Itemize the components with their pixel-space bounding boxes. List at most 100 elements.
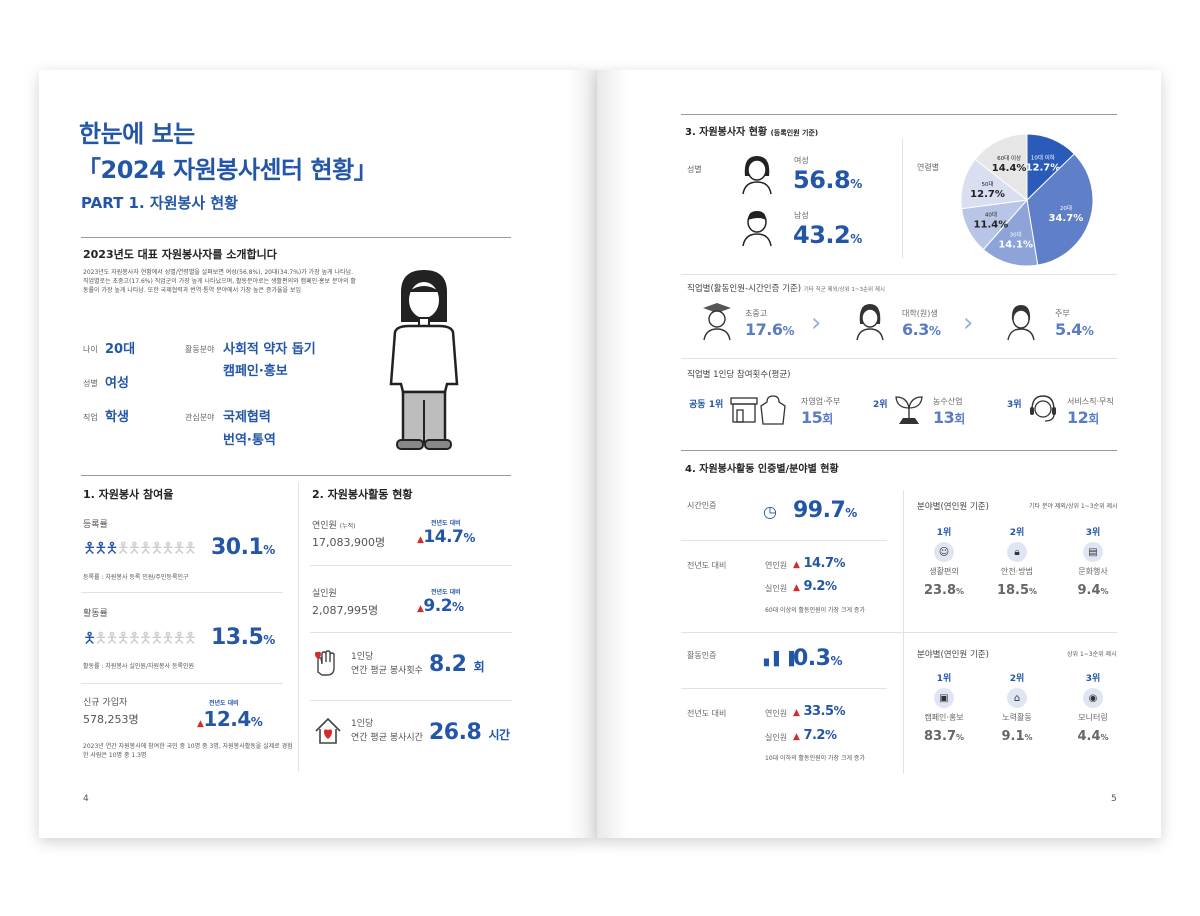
pie-value-label: 11.4% — [974, 219, 1009, 230]
time-yoy-total-label: 연인원 — [765, 561, 788, 570]
headset-icon — [1030, 395, 1056, 422]
chevron-right-icon: › — [811, 308, 822, 338]
interest-value-1: 국제협력 — [223, 410, 271, 425]
homemaker-icon — [1007, 305, 1035, 341]
pie-category-label: 10대 이하 — [1031, 153, 1055, 161]
job1-value: 17.6% — [745, 320, 795, 339]
pie-category-label: 20대 — [1060, 204, 1072, 212]
bar-chart-icon: ▖▌▐ — [764, 652, 794, 667]
interest-value-2: 번역·통역 — [223, 433, 276, 448]
reg-people-icons: 🯅🯅🯅🯅🯅🯅🯅🯅🯅🯅 — [83, 539, 197, 557]
act-yoy-total: ▲ 33.5% — [793, 704, 846, 719]
sec1-title: 1. 자원봉사 참여율 — [83, 488, 174, 501]
interest-label: 관심분야 — [185, 413, 215, 422]
real-yoy: ▲9.2% — [417, 596, 464, 616]
pie-category-label: 40대 — [985, 210, 997, 218]
right-page: 3. 자원봉사자 현황 (등록인원 기준) 성별 여성 56.8% 남성 43.… — [597, 70, 1161, 838]
male-icon — [742, 211, 772, 247]
act-yoy-real: ▲ 7.2% — [793, 728, 837, 743]
field-rank-2: 2위 🔒︎ 안전·방범 18.5% — [996, 528, 1038, 598]
age-label: 연령별 — [917, 163, 940, 172]
field-rank-1: 1위 ☺ 생활편의 23.8% — [923, 528, 965, 598]
act-people-icons: 🯅🯅🯅🯅🯅🯅🯅🯅🯅🯅 — [83, 629, 197, 647]
intro-text: 2023년도 자원봉사자 현황에서 성별/연령별을 살펴보면 여성(56.8%)… — [83, 269, 356, 294]
time-yoy-total: ▲ 14.7% — [793, 556, 846, 571]
job-title: 직업별(활동인원-시간인증 기준) 기타 직군 제외/상위 1~3순위 제시 — [687, 284, 885, 294]
home-icon: ⌂ — [1007, 688, 1027, 708]
pie-value-label: 34.7% — [1049, 213, 1084, 224]
page-number: 5 — [1111, 794, 1117, 804]
student-illustration — [389, 270, 459, 450]
convenience-icon: ☺ — [934, 542, 954, 562]
new-note: 2023년 연간 자원봉사에 참여한 국민 중 10명 중 3명, 자원봉사활동… — [83, 743, 293, 759]
male-value: 43.2% — [793, 221, 862, 249]
freq1-value: 15회 — [801, 408, 833, 427]
gutter-shadow — [567, 70, 597, 838]
field-note-2: 상위 1~3순위 제시 — [1067, 651, 1117, 658]
act-rank-1: 1위 ▣ 캠페인·홍보 83.7% — [923, 674, 965, 744]
pie-category-label: 60대 이상 — [997, 154, 1021, 162]
new-yoy-label: 전년도 대비 — [209, 700, 239, 707]
pie-value-label: 12.7% — [1026, 162, 1061, 173]
age-value: 20대 — [105, 342, 136, 357]
time-cert-value: 99.7% — [793, 498, 857, 523]
student-cap-icon — [703, 303, 731, 341]
pie-category-label: 50대 — [981, 180, 993, 188]
field-value-1: 사회적 약자 돕기 — [223, 342, 316, 357]
divider — [310, 632, 512, 633]
divider — [902, 138, 903, 258]
total-yoy-label: 전년도 대비 — [431, 520, 461, 527]
divider — [681, 450, 1117, 451]
real-value: 2,087,995명 — [312, 604, 379, 617]
field-rank-3: 3위 ▤ 문화행사 9.4% — [1077, 528, 1109, 598]
act-label: 활동률 — [83, 609, 108, 619]
time-labels: 1인당 연간 평균 봉사시간 — [351, 719, 423, 743]
lock-icon: 🔒︎ — [1007, 542, 1027, 562]
university-student-icon — [856, 304, 884, 341]
divider — [310, 700, 512, 701]
field-title: 분야별(연인원 기준) — [917, 502, 989, 512]
job-value: 학생 — [105, 410, 129, 425]
count-value: 8.2 회 — [429, 652, 485, 677]
gutter-shadow — [597, 70, 627, 838]
age-pie-chart: 10대 이하12.7%20대34.7%30대14.1%40대11.4%50대12… — [960, 133, 1094, 267]
sprout-icon — [895, 396, 923, 424]
intro-heading: 2023년도 대표 자원봉사자를 소개합니다 — [83, 248, 277, 261]
divider — [81, 475, 511, 476]
divider — [81, 683, 283, 684]
divider — [681, 688, 887, 689]
total-yoy: ▲14.7% — [417, 527, 475, 547]
pie-value-label: 14.4% — [992, 163, 1027, 174]
divider — [81, 592, 283, 593]
female-icon — [742, 156, 772, 195]
gender-value: 여성 — [105, 376, 129, 391]
divider — [681, 358, 1117, 359]
female-value: 56.8% — [793, 166, 862, 194]
total-value: 17,083,900명 — [312, 536, 386, 549]
new-yoy: ▲12.4% — [197, 707, 263, 731]
field-title-2: 분야별(연인원 기준) — [917, 650, 989, 660]
act-value: 13.5% — [211, 625, 275, 650]
sec2-title: 2. 자원봉사활동 현황 — [312, 488, 413, 501]
field-value-2: 캠페인·홍보 — [223, 364, 288, 379]
divider — [681, 540, 887, 541]
time-cert-label: 시간인증 — [687, 501, 717, 510]
act-rank-2: 2위 ⌂ 노력활동 9.1% — [1001, 674, 1033, 744]
freq1-label: 자영업·주부 — [801, 397, 841, 406]
chevron-right-icon: › — [963, 308, 974, 338]
time-yoy-real-label: 실인원 — [765, 584, 788, 593]
hand-heart-icon — [315, 650, 335, 676]
act-note: 10대 이하의 활동인원이 가장 크게 증가 — [765, 755, 865, 762]
freq1-rank: 공동 1위 — [689, 400, 724, 410]
divider — [298, 482, 299, 772]
divider — [681, 274, 1117, 275]
title-line-2: 「2024 자원봉사센터 현황」 — [77, 156, 378, 184]
freq-title: 직업별 1인당 참여횟수(평균) — [687, 370, 791, 380]
sec4-title: 4. 자원봉사활동 인증별/분야별 현황 — [685, 464, 839, 475]
time-value: 26.8 시간 — [429, 720, 510, 745]
act-yoy-real-label: 실인원 — [765, 733, 788, 742]
monitor-icon: ◉ — [1083, 688, 1103, 708]
divider — [310, 565, 512, 566]
pie-value-label: 14.1% — [998, 239, 1033, 250]
pie-value-label: 12.7% — [970, 189, 1005, 200]
